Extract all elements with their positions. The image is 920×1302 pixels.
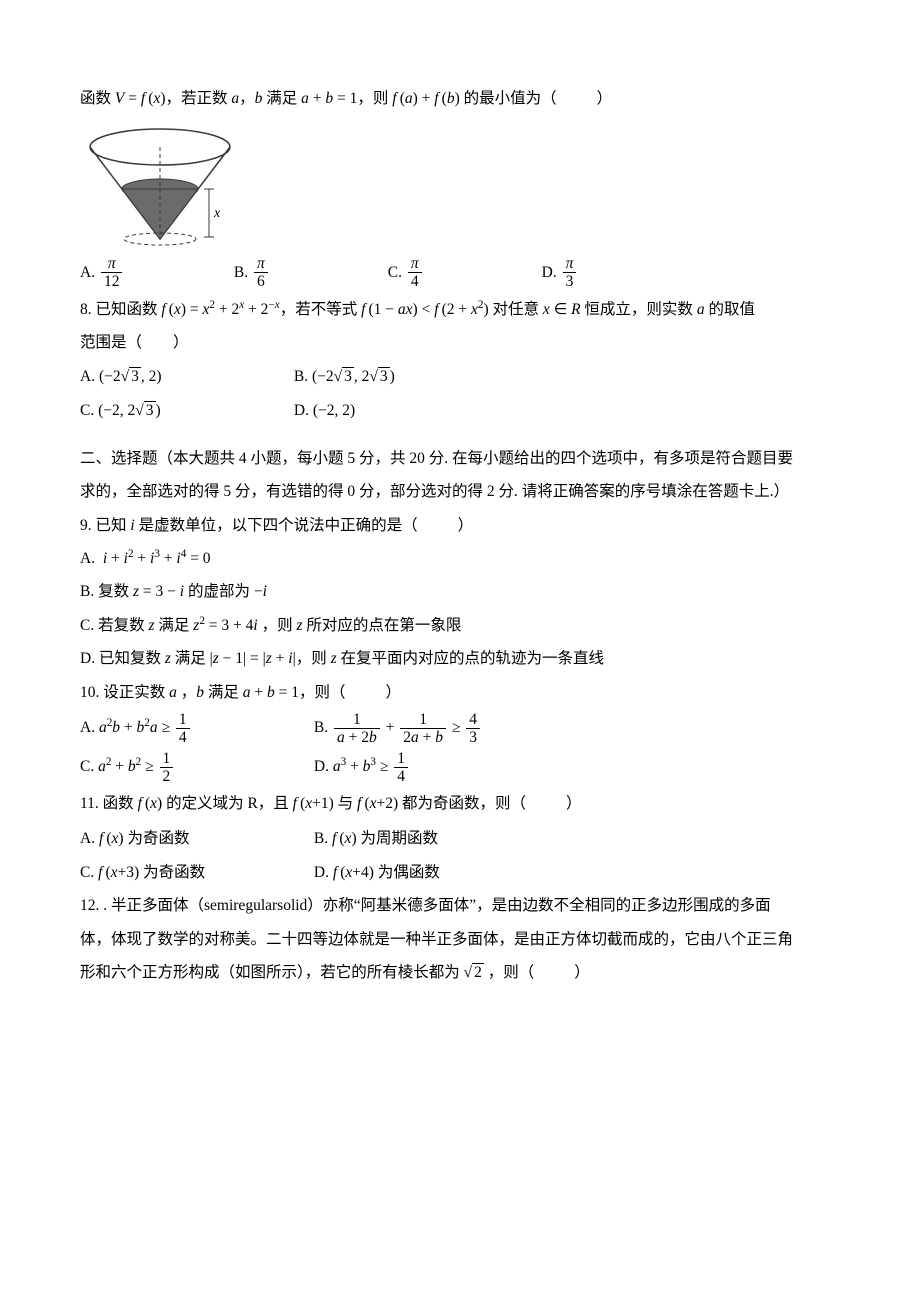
figure-x-label: x <box>213 206 221 221</box>
opt-D-label: D. <box>542 258 557 287</box>
q12-line2: 体，体现了数学的对称美。二十四等边体就是一种半正多面体，是由正方体切截而成的，它… <box>80 925 840 954</box>
q11-stem: 11. 函数 f (x) 的定义域为 R，且 f (x+1) 与 f (x+2)… <box>80 789 840 818</box>
q11-row1: A. f (x) 为奇函数 B. f (x) 为周期函数 <box>80 823 840 853</box>
q7-stem: 函数 V = f (x)，若正数 a，b 满足 a + b = 1，则 f (a… <box>80 84 840 113</box>
q10-stem: 10. 设正实数 a ，b 满足 a + b = 1，则（） <box>80 678 840 707</box>
document-page: 函数 V = f (x)，若正数 a，b 满足 a + b = 1，则 f (a… <box>0 0 920 1302</box>
q7-options: A. π12 B. π6 C. π4 D. π3 <box>80 255 840 290</box>
cone-cup-figure: x <box>80 119 240 249</box>
q12-sqrt-val: 2 <box>472 963 484 981</box>
q9-D: D. 已知复数 z 满足 |z − 1| = |z + i|，则 z 在复平面内… <box>80 644 840 673</box>
q8-stem-line2: 范围是（ ） <box>80 328 840 357</box>
q12-line1: 12. . 半正多面体（semiregularsolid）亦称“阿基米德多面体”… <box>80 891 840 920</box>
q10-row1: A. a2b + b2a ≥ 14 B. 1a + 2b + 12a + b ≥… <box>80 711 840 746</box>
q12-line3-prefix: 形和六个正方形构成（如图所示），若它的所有棱长都为 <box>80 964 464 981</box>
q8-options-row2: C. (−2, 2√3) D. (−2, 2) <box>80 396 840 426</box>
q9-B: B. 复数 z = 3 − i 的虚部为 −i <box>80 577 840 606</box>
q12-line3-suffix: ，则（） <box>484 964 590 981</box>
section2-line1: 二、选择题（本大题共 4 小题，每小题 5 分，共 20 分. 在每小题给出的四… <box>80 444 840 473</box>
section2-line2: 求的，全部选对的得 5 分，有选错的得 0 分，部分选对的得 2 分. 请将正确… <box>80 477 840 506</box>
q12-line3: 形和六个正方形构成（如图所示），若它的所有棱长都为 √2 ，则（） <box>80 958 840 987</box>
q8-options-row1: A. (−2√3, 2) B. (−2√3, 2√3) <box>80 361 840 391</box>
opt-C-label: C. <box>388 258 402 287</box>
q8-stem-line1: 8. 已知函数 f (x) = x2 + 2x + 2−x，若不等式 f (1 … <box>80 295 840 324</box>
q9-stem: 9. 已知 i 是虚数单位，以下四个说法中正确的是（） <box>80 511 840 540</box>
q9-A: A. i + i2 + i3 + i4 = 0 <box>80 544 840 573</box>
q9-C: C. 若复数 z 满足 z2 = 3 + 4i ，则 z 所对应的点在第一象限 <box>80 611 840 640</box>
opt-B-label: B. <box>234 258 248 287</box>
q10-row2: C. a2 + b2 ≥ 12 D. a3 + b3 ≥ 14 <box>80 750 840 785</box>
q11-row2: C. f (x+3) 为奇函数 D. f (x+4) 为偶函数 <box>80 857 840 887</box>
opt-A-label: A. <box>80 258 95 287</box>
